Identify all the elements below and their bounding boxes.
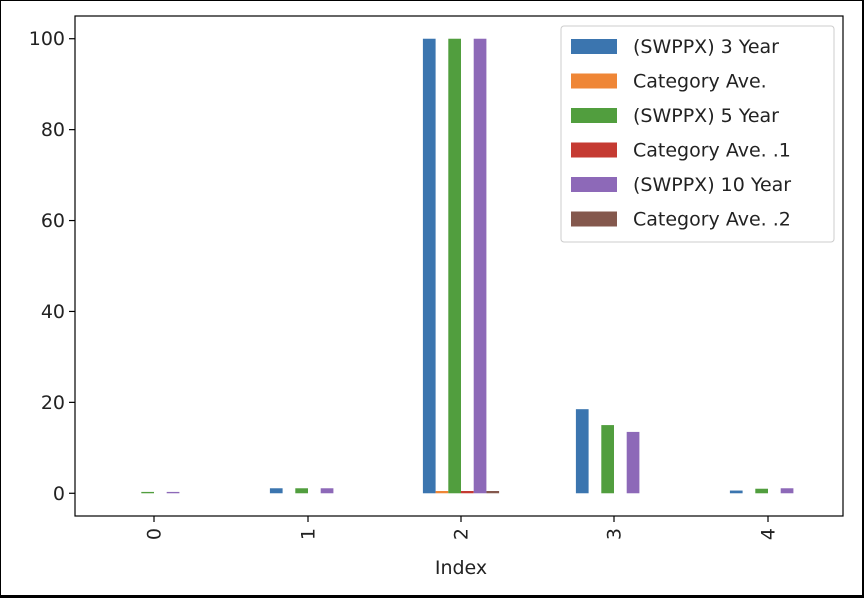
legend-label: (SWPPX) 10 Year bbox=[633, 174, 791, 196]
y-tick-label: 60 bbox=[41, 210, 65, 232]
bar-2-4 bbox=[755, 488, 768, 494]
bar-4-2 bbox=[473, 38, 487, 494]
plot-area-frame bbox=[74, 15, 844, 517]
bar-2-3 bbox=[601, 425, 614, 494]
x-tick-label: 4 bbox=[758, 528, 780, 540]
bar-4-1 bbox=[320, 488, 334, 494]
legend-label: Category Ave. .1 bbox=[633, 140, 791, 162]
x-tick-label: 3 bbox=[604, 528, 626, 540]
y-tick-label: 20 bbox=[41, 392, 65, 414]
bar-4-3 bbox=[626, 431, 640, 494]
legend-swatch bbox=[571, 142, 617, 158]
legend-label: Category Ave. .2 bbox=[633, 209, 791, 231]
x-tick-label: 1 bbox=[298, 528, 320, 540]
bar-3-2 bbox=[461, 491, 474, 494]
y-axis: 0 20 40 60 80 100 bbox=[29, 28, 75, 505]
x-tick-label: 2 bbox=[451, 528, 473, 540]
bar-2-0 bbox=[141, 491, 154, 494]
legend-swatch bbox=[571, 39, 617, 54]
bar-0-4 bbox=[729, 490, 743, 494]
legend-swatch bbox=[571, 108, 617, 123]
x-axis-label: Index bbox=[435, 557, 487, 579]
bar-0-2 bbox=[422, 38, 436, 494]
frame-bottom-border bbox=[0, 595, 864, 598]
bar-0-1 bbox=[269, 488, 283, 494]
y-tick-label: 0 bbox=[53, 483, 65, 505]
legend-swatch bbox=[571, 73, 617, 89]
bar-1-2 bbox=[435, 491, 449, 494]
y-tick-label: 40 bbox=[41, 301, 65, 323]
bar-4-0 bbox=[166, 491, 180, 494]
y-tick-label: 100 bbox=[29, 28, 65, 50]
frame-top-border bbox=[0, 0, 864, 1]
x-axis: 0 1 2 3 4 bbox=[144, 516, 780, 540]
bar-2-1 bbox=[295, 488, 308, 494]
bar-2-2 bbox=[448, 38, 461, 494]
legend-label: Category Ave. bbox=[633, 71, 767, 93]
bar-4-4 bbox=[780, 488, 794, 494]
x-tick-label: 0 bbox=[144, 528, 166, 540]
bar-5-2 bbox=[486, 491, 500, 494]
frame-left-border bbox=[0, 0, 1, 598]
legend-swatch bbox=[571, 211, 617, 227]
legend-swatch bbox=[571, 177, 617, 192]
legend: (SWPPX) 3 Year Category Ave. (SWPPX) 5 Yea… bbox=[560, 25, 835, 243]
bar-0-3 bbox=[575, 409, 589, 494]
legend-box bbox=[560, 25, 835, 243]
frame-right-border bbox=[862, 0, 864, 598]
legend-label: (SWPPX) 3 Year bbox=[633, 36, 779, 58]
bars-group bbox=[141, 38, 794, 494]
y-tick-label: 80 bbox=[41, 119, 65, 141]
legend-label: (SWPPX) 5 Year bbox=[633, 105, 779, 127]
